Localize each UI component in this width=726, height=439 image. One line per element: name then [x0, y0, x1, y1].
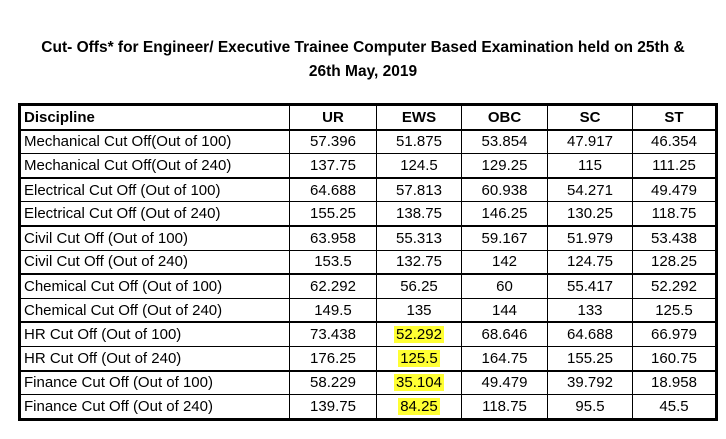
header-ur: UR — [289, 103, 377, 131]
ews-cell: 57.813 — [376, 176, 462, 203]
ur-cell: 58.229 — [289, 369, 377, 396]
table-row: Chemical Cut Off (Out of 100) 62.292 56.… — [19, 273, 717, 299]
highlighted-value: 125.5 — [398, 349, 440, 367]
cutoff-table: Discipline UR EWS OBC SC ST Mechanical C… — [18, 103, 718, 421]
table-row: Electrical Cut Off (Out of 240) 155.25 1… — [19, 201, 717, 227]
ews-cell: 124.5 — [376, 153, 462, 179]
ews-cell: 125.5 — [376, 345, 462, 372]
document-title: Cut- Offs* for Engineer/ Executive Train… — [10, 36, 716, 84]
st-cell: 111.25 — [632, 153, 717, 179]
ur-cell: 176.25 — [289, 345, 377, 372]
obc-cell: 60 — [461, 273, 548, 299]
st-cell: 45.5 — [632, 394, 717, 420]
obc-cell: 59.167 — [461, 224, 548, 251]
table-row: Civil Cut Off (Out of 240) 153.5 132.75 … — [19, 249, 717, 275]
ur-cell: 57.396 — [289, 128, 377, 155]
discipline-cell: HR Cut Off (Out of 100) — [19, 321, 290, 347]
ur-cell: 137.75 — [289, 153, 377, 179]
st-cell: 52.292 — [632, 273, 717, 299]
st-cell: 53.438 — [632, 224, 717, 251]
sc-cell: 47.917 — [547, 128, 633, 155]
st-cell: 46.354 — [632, 128, 717, 155]
header-sc: SC — [547, 103, 633, 131]
highlighted-value: 52.292 — [394, 326, 444, 344]
header-discipline: Discipline — [19, 103, 290, 131]
ews-cell: 138.75 — [376, 201, 462, 227]
st-cell: 128.25 — [632, 249, 717, 275]
obc-cell: 53.854 — [461, 128, 548, 155]
discipline-cell: Finance Cut Off (Out of 100) — [19, 369, 290, 396]
header-st: ST — [632, 103, 717, 131]
table-row: Civil Cut Off (Out of 100) 63.958 55.313… — [19, 224, 717, 251]
obc-cell: 68.646 — [461, 321, 548, 347]
obc-cell: 118.75 — [461, 394, 548, 420]
st-cell: 118.75 — [632, 201, 717, 227]
discipline-cell: Electrical Cut Off (Out of 100) — [19, 176, 290, 203]
sc-cell: 133 — [547, 297, 633, 323]
st-cell: 49.479 — [632, 176, 717, 203]
sc-cell: 64.688 — [547, 321, 633, 347]
ur-cell: 153.5 — [289, 249, 377, 275]
title-line-2: 26th May, 2019 — [308, 63, 418, 80]
table-row: HR Cut Off (Out of 100) 73.438 52.292 68… — [19, 321, 717, 347]
title-line-1: Cut- Offs* for Engineer/ Executive Train… — [41, 39, 685, 56]
ews-cell: 35.104 — [376, 369, 462, 396]
table-row: HR Cut Off (Out of 240) 176.25 125.5 164… — [19, 345, 717, 372]
st-cell: 125.5 — [632, 297, 717, 323]
sc-cell: 124.75 — [547, 249, 633, 275]
obc-cell: 60.938 — [461, 176, 548, 203]
obc-cell: 146.25 — [461, 201, 548, 227]
sc-cell: 55.417 — [547, 273, 633, 299]
table-row: Finance Cut Off (Out of 240) 139.75 84.2… — [19, 394, 717, 420]
ews-cell: 135 — [376, 297, 462, 323]
obc-cell: 49.479 — [461, 369, 548, 396]
table-row: Finance Cut Off (Out of 100) 58.229 35.1… — [19, 369, 717, 396]
sc-cell: 39.792 — [547, 369, 633, 396]
st-cell: 18.958 — [632, 369, 717, 396]
st-cell: 66.979 — [632, 321, 717, 347]
header-obc: OBC — [461, 103, 548, 131]
ews-cell: 84.25 — [376, 394, 462, 420]
discipline-cell: Electrical Cut Off (Out of 240) — [19, 201, 290, 227]
ews-cell: 132.75 — [376, 249, 462, 275]
discipline-cell: Mechanical Cut Off(Out of 240) — [19, 153, 290, 179]
sc-cell: 54.271 — [547, 176, 633, 203]
obc-cell: 164.75 — [461, 345, 548, 372]
sc-cell: 130.25 — [547, 201, 633, 227]
ur-cell: 149.5 — [289, 297, 377, 323]
ews-cell: 56.25 — [376, 273, 462, 299]
obc-cell: 144 — [461, 297, 548, 323]
ur-cell: 63.958 — [289, 224, 377, 251]
discipline-cell: HR Cut Off (Out of 240) — [19, 345, 290, 372]
sc-cell: 115 — [547, 153, 633, 179]
ur-cell: 139.75 — [289, 394, 377, 420]
ur-cell: 64.688 — [289, 176, 377, 203]
st-cell: 160.75 — [632, 345, 717, 372]
ews-cell: 51.875 — [376, 128, 462, 155]
ur-cell: 62.292 — [289, 273, 377, 299]
ur-cell: 73.438 — [289, 321, 377, 347]
ews-cell: 55.313 — [376, 224, 462, 251]
discipline-cell: Civil Cut Off (Out of 240) — [19, 249, 290, 275]
sc-cell: 51.979 — [547, 224, 633, 251]
obc-cell: 142 — [461, 249, 548, 275]
table-row: Mechanical Cut Off(Out of 240) 137.75 12… — [19, 153, 717, 179]
header-ews: EWS — [376, 103, 462, 131]
sc-cell: 155.25 — [547, 345, 633, 372]
discipline-cell: Mechanical Cut Off(Out of 100) — [19, 128, 290, 155]
highlighted-value: 35.104 — [394, 374, 444, 392]
table-row: Chemical Cut Off (Out of 240) 149.5 135 … — [19, 297, 717, 323]
table-header-row: Discipline UR EWS OBC SC ST — [19, 103, 717, 131]
highlighted-value: 84.25 — [398, 397, 440, 415]
ews-cell: 52.292 — [376, 321, 462, 347]
table-row: Mechanical Cut Off(Out of 100) 57.396 51… — [19, 128, 717, 155]
obc-cell: 129.25 — [461, 153, 548, 179]
sc-cell: 95.5 — [547, 394, 633, 420]
discipline-cell: Civil Cut Off (Out of 100) — [19, 224, 290, 251]
ur-cell: 155.25 — [289, 201, 377, 227]
table-row: Electrical Cut Off (Out of 100) 64.688 5… — [19, 176, 717, 203]
discipline-cell: Chemical Cut Off (Out of 240) — [19, 297, 290, 323]
discipline-cell: Chemical Cut Off (Out of 100) — [19, 273, 290, 299]
discipline-cell: Finance Cut Off (Out of 240) — [19, 394, 290, 420]
